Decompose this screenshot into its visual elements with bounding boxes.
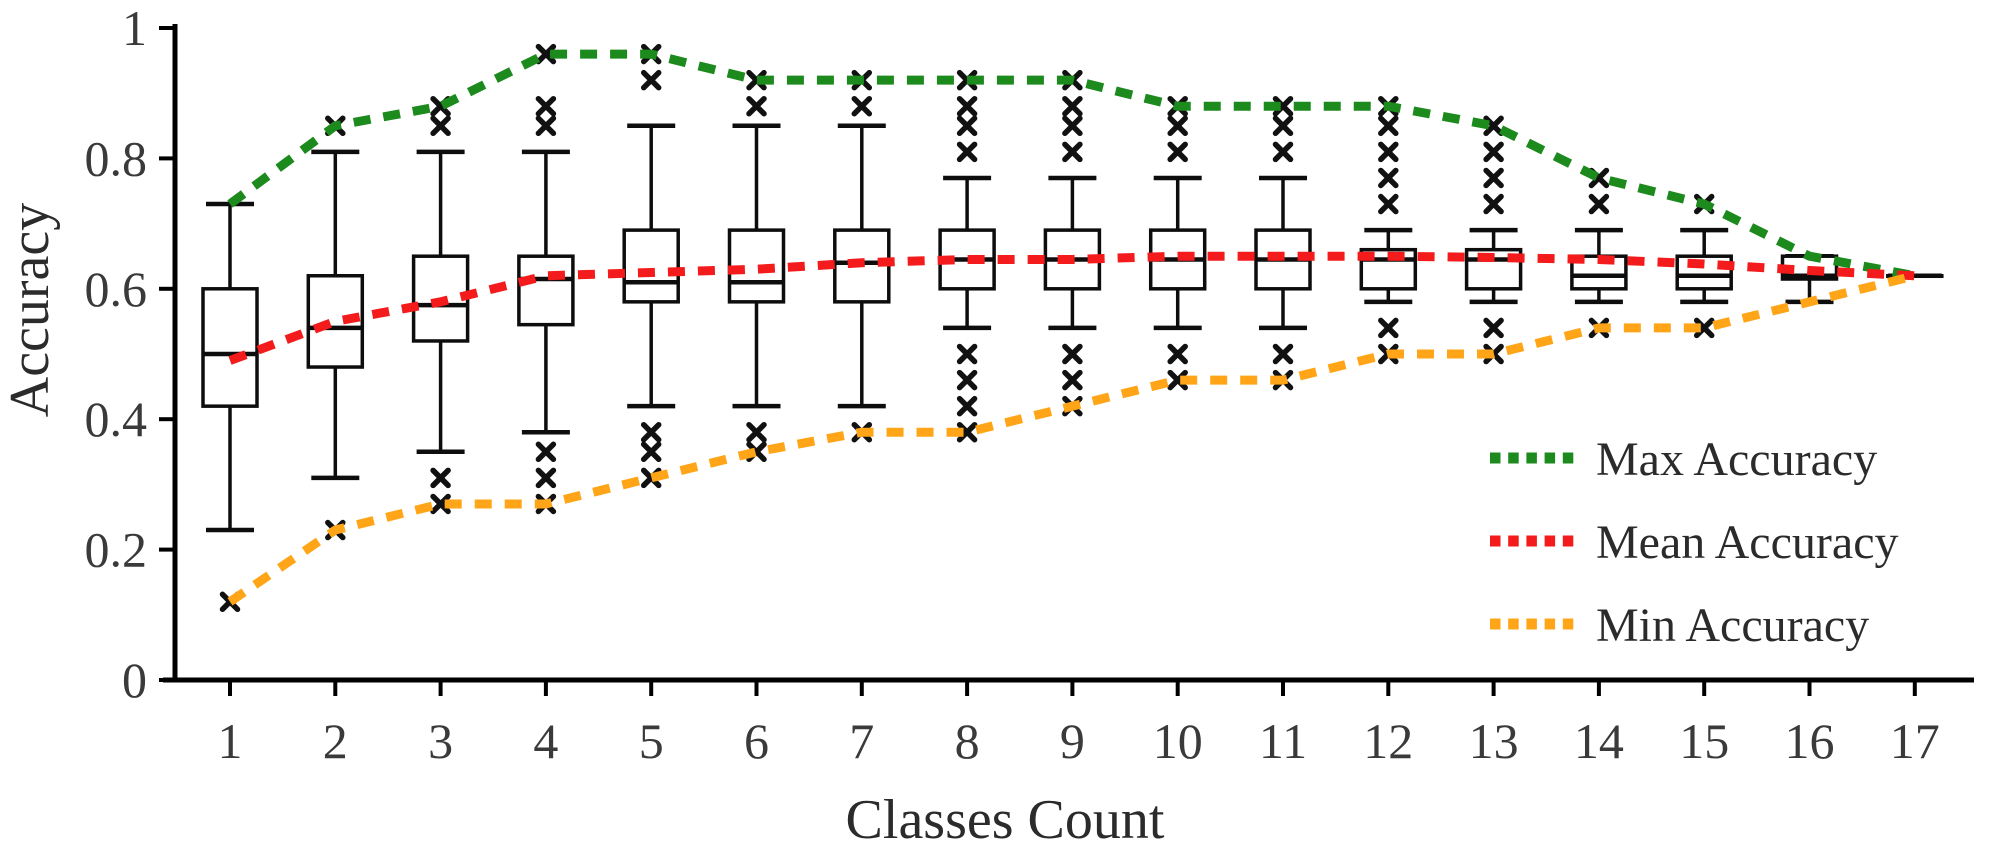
outlier-marker — [1483, 317, 1504, 339]
box — [201, 287, 259, 408]
outlier-marker — [535, 441, 557, 463]
outlier-marker — [1167, 115, 1188, 137]
outlier-marker — [956, 141, 978, 163]
outlier-marker — [1483, 141, 1504, 163]
outlier-marker — [851, 95, 873, 117]
outlier-marker — [640, 421, 662, 443]
outlier-marker — [535, 43, 557, 65]
outlier-marker — [956, 115, 978, 137]
y-axis-title: Accuracy — [0, 203, 61, 418]
outlier-marker — [535, 467, 557, 489]
outlier-marker — [1167, 369, 1188, 391]
y-tick-label: 0.8 — [85, 130, 148, 186]
y-tick-label: 0.2 — [85, 522, 148, 578]
x-axis-title: Classes Count — [846, 789, 1165, 851]
outlier-marker — [1378, 317, 1399, 339]
x-tick-label: 9 — [1060, 713, 1085, 769]
outlier-marker — [430, 467, 451, 489]
outlier-marker — [1378, 115, 1399, 137]
legend-label-max: Max Accuracy — [1596, 433, 1877, 486]
x-tick-label: 17 — [1890, 713, 1940, 769]
outlier-marker — [746, 95, 767, 117]
outlier-marker — [1272, 115, 1294, 137]
outlier-marker — [1378, 193, 1399, 215]
outlier-marker — [1062, 369, 1083, 391]
x-tick-label: 10 — [1153, 713, 1203, 769]
x-tick-label: 11 — [1259, 713, 1307, 769]
outlier-marker — [746, 421, 767, 443]
x-tick-label: 12 — [1363, 713, 1413, 769]
x-tick-label: 15 — [1679, 713, 1729, 769]
outlier-marker — [535, 95, 557, 117]
legend-label-min: Min Accuracy — [1596, 599, 1869, 652]
outlier-marker — [430, 115, 451, 137]
max-accuracy-line — [227, 49, 1916, 281]
outlier-marker — [1693, 317, 1715, 339]
x-tick-label: 6 — [744, 713, 769, 769]
x-tick-label: 8 — [955, 713, 980, 769]
outlier-marker — [1378, 167, 1399, 189]
y-tick-label: 1 — [122, 0, 147, 56]
outlier-marker — [1272, 95, 1294, 117]
outlier-marker — [956, 421, 978, 443]
x-tick-label: 1 — [218, 713, 243, 769]
outlier-marker — [640, 441, 662, 463]
outlier-marker — [1378, 141, 1399, 163]
outlier-marker — [1272, 343, 1294, 365]
outlier-marker — [1272, 141, 1294, 163]
x-tick-label: 13 — [1469, 713, 1519, 769]
min-accuracy-line — [227, 271, 1916, 606]
outlier-marker — [956, 395, 978, 417]
y-tick-label: 0.4 — [85, 391, 148, 447]
outlier-marker — [1062, 343, 1083, 365]
x-tick-label: 2 — [323, 713, 348, 769]
outlier-marker — [746, 69, 767, 91]
mean-accuracy-line — [228, 251, 1916, 365]
box — [517, 254, 575, 327]
x-tick-label: 7 — [849, 713, 874, 769]
box — [622, 228, 680, 304]
outlier-marker — [535, 115, 557, 137]
outlier-marker — [1167, 343, 1188, 365]
outlier-marker — [640, 69, 662, 91]
outlier-marker — [1588, 193, 1610, 215]
outlier-marker — [956, 343, 978, 365]
x-tick-label: 4 — [533, 713, 558, 769]
legend-label-mean: Mean Accuracy — [1596, 516, 1899, 569]
outlier-marker — [956, 95, 978, 117]
outlier-marker — [1483, 193, 1504, 215]
outlier-marker — [1062, 141, 1083, 163]
outlier-marker — [430, 493, 451, 515]
outlier-marker — [1062, 115, 1083, 137]
x-tick-label: 14 — [1574, 713, 1624, 769]
outlier-marker — [956, 369, 978, 391]
outlier-marker — [1483, 167, 1504, 189]
outlier-marker — [1167, 141, 1188, 163]
x-tick-label: 16 — [1785, 713, 1835, 769]
y-tick-label: 0 — [122, 652, 147, 708]
x-tick-label: 3 — [428, 713, 453, 769]
y-tick-label: 0.6 — [85, 261, 148, 317]
outlier-marker — [1062, 95, 1083, 117]
box — [306, 274, 365, 369]
x-tick-label: 5 — [639, 713, 664, 769]
